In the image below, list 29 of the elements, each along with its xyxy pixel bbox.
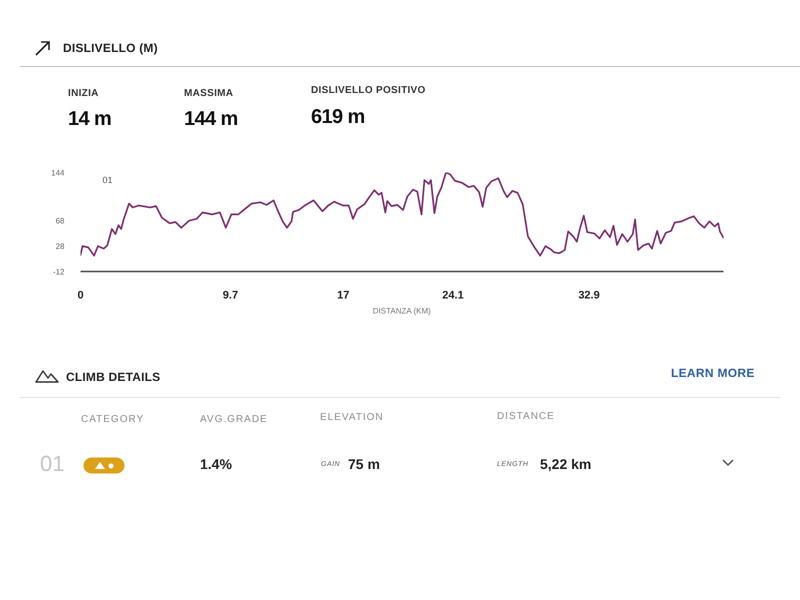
text: AVG.GRADE — [200, 414, 268, 425]
text: MASSIMA — [184, 88, 234, 99]
x-tick-label: 0 — [77, 290, 84, 302]
text: DISLIVELLO POSITIVO — [311, 85, 426, 96]
chart-title: DISLIVELLO (M) — [63, 41, 158, 55]
x-tick-label: 32.9 — [578, 290, 600, 302]
line-series — [80, 172, 724, 256]
text: LEARN MORE — [671, 366, 755, 380]
y-tick-label: 144 — [51, 168, 66, 178]
text: 75 m — [348, 456, 380, 472]
x-tick-label: 17 — [337, 290, 350, 302]
y-tick-label: 68 — [56, 216, 66, 226]
text: DISTANCE — [497, 411, 555, 422]
y-tick-label: -12 — [52, 268, 66, 276]
text: INIZIA — [68, 88, 99, 99]
y-tick-label: 28 — [56, 242, 66, 252]
text: 14 m — [68, 108, 112, 130]
x-tick-label: 9.7 — [222, 290, 238, 302]
text: CATEGORY — [81, 414, 144, 425]
text: ELEVATION — [320, 412, 384, 423]
text: 144 m — [184, 108, 238, 130]
text: 1.4% — [200, 456, 232, 472]
x-axis-title: DISTANZA (KM) — [372, 306, 432, 316]
annotation: 01 — [102, 175, 113, 185]
text: 5,22 km — [540, 456, 592, 472]
x-tick-label: 24.1 — [442, 290, 464, 302]
text: 619 m — [311, 106, 365, 128]
text: CLIMB DETAILS — [66, 370, 160, 384]
text: 01 — [40, 451, 64, 476]
